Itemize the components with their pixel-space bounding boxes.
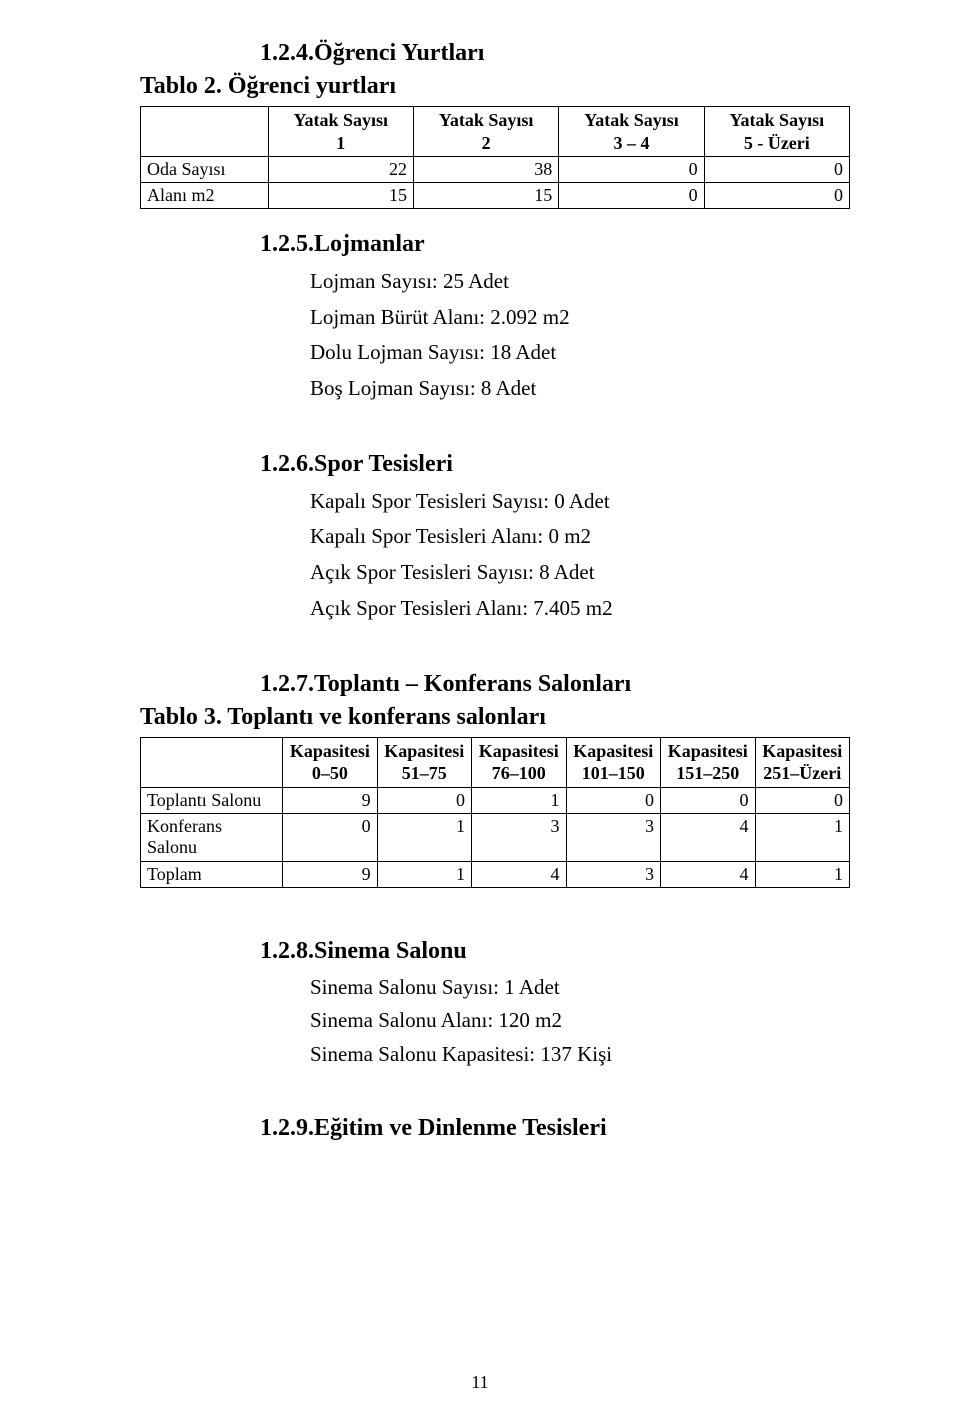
cell-value: 0 [704,157,849,183]
table-row: Konferans Salonu 0 1 3 3 4 1 [141,813,850,861]
table-ogrenci-yurtlari: Yatak Sayısı 1 Yatak Sayısı 2 Yatak Sayı… [140,106,850,209]
table3-h5: Kapasitesi 151–250 [661,737,755,787]
cell-value: 3 [566,861,660,887]
table3-header-row: Kapasitesi 0–50 Kapasitesi 51–75 Kapasit… [141,737,850,787]
cell-value: 0 [661,787,755,813]
table2-h1: Yatak Sayısı 1 [268,107,413,157]
cell-value: 3 [566,813,660,861]
cell-label: Konferans Salonu [141,813,283,861]
heading-egitim-dinlenme: 1.2.9.Eğitim ve Dinlenme Tesisleri [140,1115,850,1142]
table3-h1: Kapasitesi 0–50 [283,737,377,787]
heading-toplanti-konferans: 1.2.7.Toplantı – Konferans Salonları [140,671,850,698]
cell-label: Toplam [141,861,283,887]
cell-value: 0 [283,813,377,861]
table2-h3: Yatak Sayısı 3 – 4 [559,107,704,157]
cell-value: 3 [472,813,566,861]
cell-value: 0 [559,183,704,209]
cell-value: 0 [566,787,660,813]
table2-header-row: Yatak Sayısı 1 Yatak Sayısı 2 Yatak Sayı… [141,107,850,157]
table3-h4: Kapasitesi 101–150 [566,737,660,787]
heading-ogrenci-yurtlari: 1.2.4.Öğrenci Yurtları [140,40,850,67]
cell-value: 1 [755,813,850,861]
table2-title: Tablo 2. Öğrenci yurtları [140,73,850,100]
cell-value: 4 [661,861,755,887]
lojman-line-2: Lojman Bürüt Alanı: 2.092 m2 [140,300,850,336]
table-row: Oda Sayısı 22 38 0 0 [141,157,850,183]
heading-sinema-salonu: 1.2.8.Sinema Salonu [140,938,850,965]
cell-value: 15 [268,183,413,209]
heading-spor-tesisleri: 1.2.6.Spor Tesisleri [140,451,850,478]
table3-title: Tablo 3. Toplantı ve konferans salonları [140,704,850,731]
table3-h2: Kapasitesi 51–75 [377,737,471,787]
cell-label: Oda Sayısı [141,157,269,183]
cell-value: 0 [559,157,704,183]
sinema-line-1: Sinema Salonu Sayısı: 1 Adet [140,971,850,1005]
table-row: Toplam 9 1 4 3 4 1 [141,861,850,887]
cell-value: 38 [413,157,558,183]
table2-h2: Yatak Sayısı 2 [413,107,558,157]
cell-value: 1 [472,787,566,813]
table3-h0 [141,737,283,787]
spor-line-4: Açık Spor Tesisleri Alanı: 7.405 m2 [140,591,850,627]
sinema-line-3: Sinema Salonu Kapasitesi: 137 Kişi [140,1038,850,1072]
cell-value: 1 [377,861,471,887]
table2-h4: Yatak Sayısı 5 - Üzeri [704,107,849,157]
sinema-line-2: Sinema Salonu Alanı: 120 m2 [140,1004,850,1038]
spor-line-2: Kapalı Spor Tesisleri Alanı: 0 m2 [140,519,850,555]
cell-value: 0 [704,183,849,209]
cell-value: 0 [377,787,471,813]
lojman-line-1: Lojman Sayısı: 25 Adet [140,264,850,300]
cell-value: 1 [755,861,850,887]
cell-value: 15 [413,183,558,209]
cell-value: 4 [661,813,755,861]
cell-value: 22 [268,157,413,183]
cell-value: 4 [472,861,566,887]
lojman-line-4: Boş Lojman Sayısı: 8 Adet [140,371,850,407]
heading-lojmanlar: 1.2.5.Lojmanlar [140,231,850,258]
cell-value: 9 [283,787,377,813]
cell-label: Toplantı Salonu [141,787,283,813]
cell-value: 0 [755,787,850,813]
cell-value: 9 [283,861,377,887]
lojman-line-3: Dolu Lojman Sayısı: 18 Adet [140,335,850,371]
cell-label: Alanı m2 [141,183,269,209]
cell-value: 1 [377,813,471,861]
table3-h3: Kapasitesi 76–100 [472,737,566,787]
table2-h0 [141,107,269,157]
spor-line-3: Açık Spor Tesisleri Sayısı: 8 Adet [140,555,850,591]
spor-line-1: Kapalı Spor Tesisleri Sayısı: 0 Adet [140,484,850,520]
table-row: Toplantı Salonu 9 0 1 0 0 0 [141,787,850,813]
table-row: Alanı m2 15 15 0 0 [141,183,850,209]
table-toplanti-konferans: Kapasitesi 0–50 Kapasitesi 51–75 Kapasit… [140,737,850,888]
table3-h6: Kapasitesi 251–Üzeri [755,737,850,787]
page-number: 11 [0,1372,960,1393]
